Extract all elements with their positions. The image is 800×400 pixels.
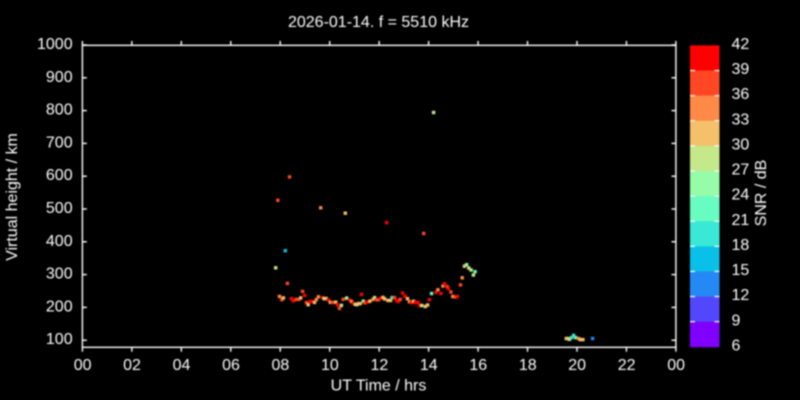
svg-text:24: 24 xyxy=(732,187,750,204)
svg-text:6: 6 xyxy=(732,337,741,354)
svg-text:300: 300 xyxy=(46,266,73,283)
svg-text:42: 42 xyxy=(732,36,750,53)
svg-text:400: 400 xyxy=(46,233,73,250)
svg-text:00: 00 xyxy=(667,357,685,374)
svg-text:100: 100 xyxy=(46,331,73,348)
svg-text:500: 500 xyxy=(46,200,73,217)
svg-text:02: 02 xyxy=(123,357,141,374)
svg-text:20: 20 xyxy=(568,357,586,374)
svg-text:800: 800 xyxy=(46,102,73,119)
svg-text:39: 39 xyxy=(732,61,750,78)
svg-text:27: 27 xyxy=(732,162,750,179)
svg-text:06: 06 xyxy=(222,357,240,374)
svg-text:16: 16 xyxy=(469,357,487,374)
svg-text:18: 18 xyxy=(519,357,537,374)
svg-text:18: 18 xyxy=(732,237,750,254)
svg-text:UT Time / hrs: UT Time / hrs xyxy=(331,378,427,395)
svg-text:2026-01-14. f = 5510 kHz: 2026-01-14. f = 5510 kHz xyxy=(288,14,469,31)
svg-text:04: 04 xyxy=(173,357,191,374)
svg-text:15: 15 xyxy=(732,262,750,279)
svg-text:12: 12 xyxy=(732,287,750,304)
svg-text:12: 12 xyxy=(370,357,388,374)
svg-text:08: 08 xyxy=(272,357,290,374)
svg-text:30: 30 xyxy=(732,136,750,153)
svg-text:Virtual height / km: Virtual height / km xyxy=(4,133,21,261)
svg-text:SNR / dB: SNR / dB xyxy=(753,160,770,227)
svg-text:200: 200 xyxy=(46,298,73,315)
svg-text:22: 22 xyxy=(618,357,636,374)
svg-text:14: 14 xyxy=(420,357,438,374)
svg-text:900: 900 xyxy=(46,69,73,86)
svg-text:9: 9 xyxy=(732,312,741,329)
svg-text:700: 700 xyxy=(46,134,73,151)
svg-text:00: 00 xyxy=(74,357,92,374)
svg-text:33: 33 xyxy=(732,111,750,128)
svg-text:21: 21 xyxy=(732,212,750,229)
svg-text:10: 10 xyxy=(321,357,339,374)
svg-text:600: 600 xyxy=(46,167,73,184)
svg-text:1000: 1000 xyxy=(37,36,73,53)
svg-text:36: 36 xyxy=(732,86,750,103)
